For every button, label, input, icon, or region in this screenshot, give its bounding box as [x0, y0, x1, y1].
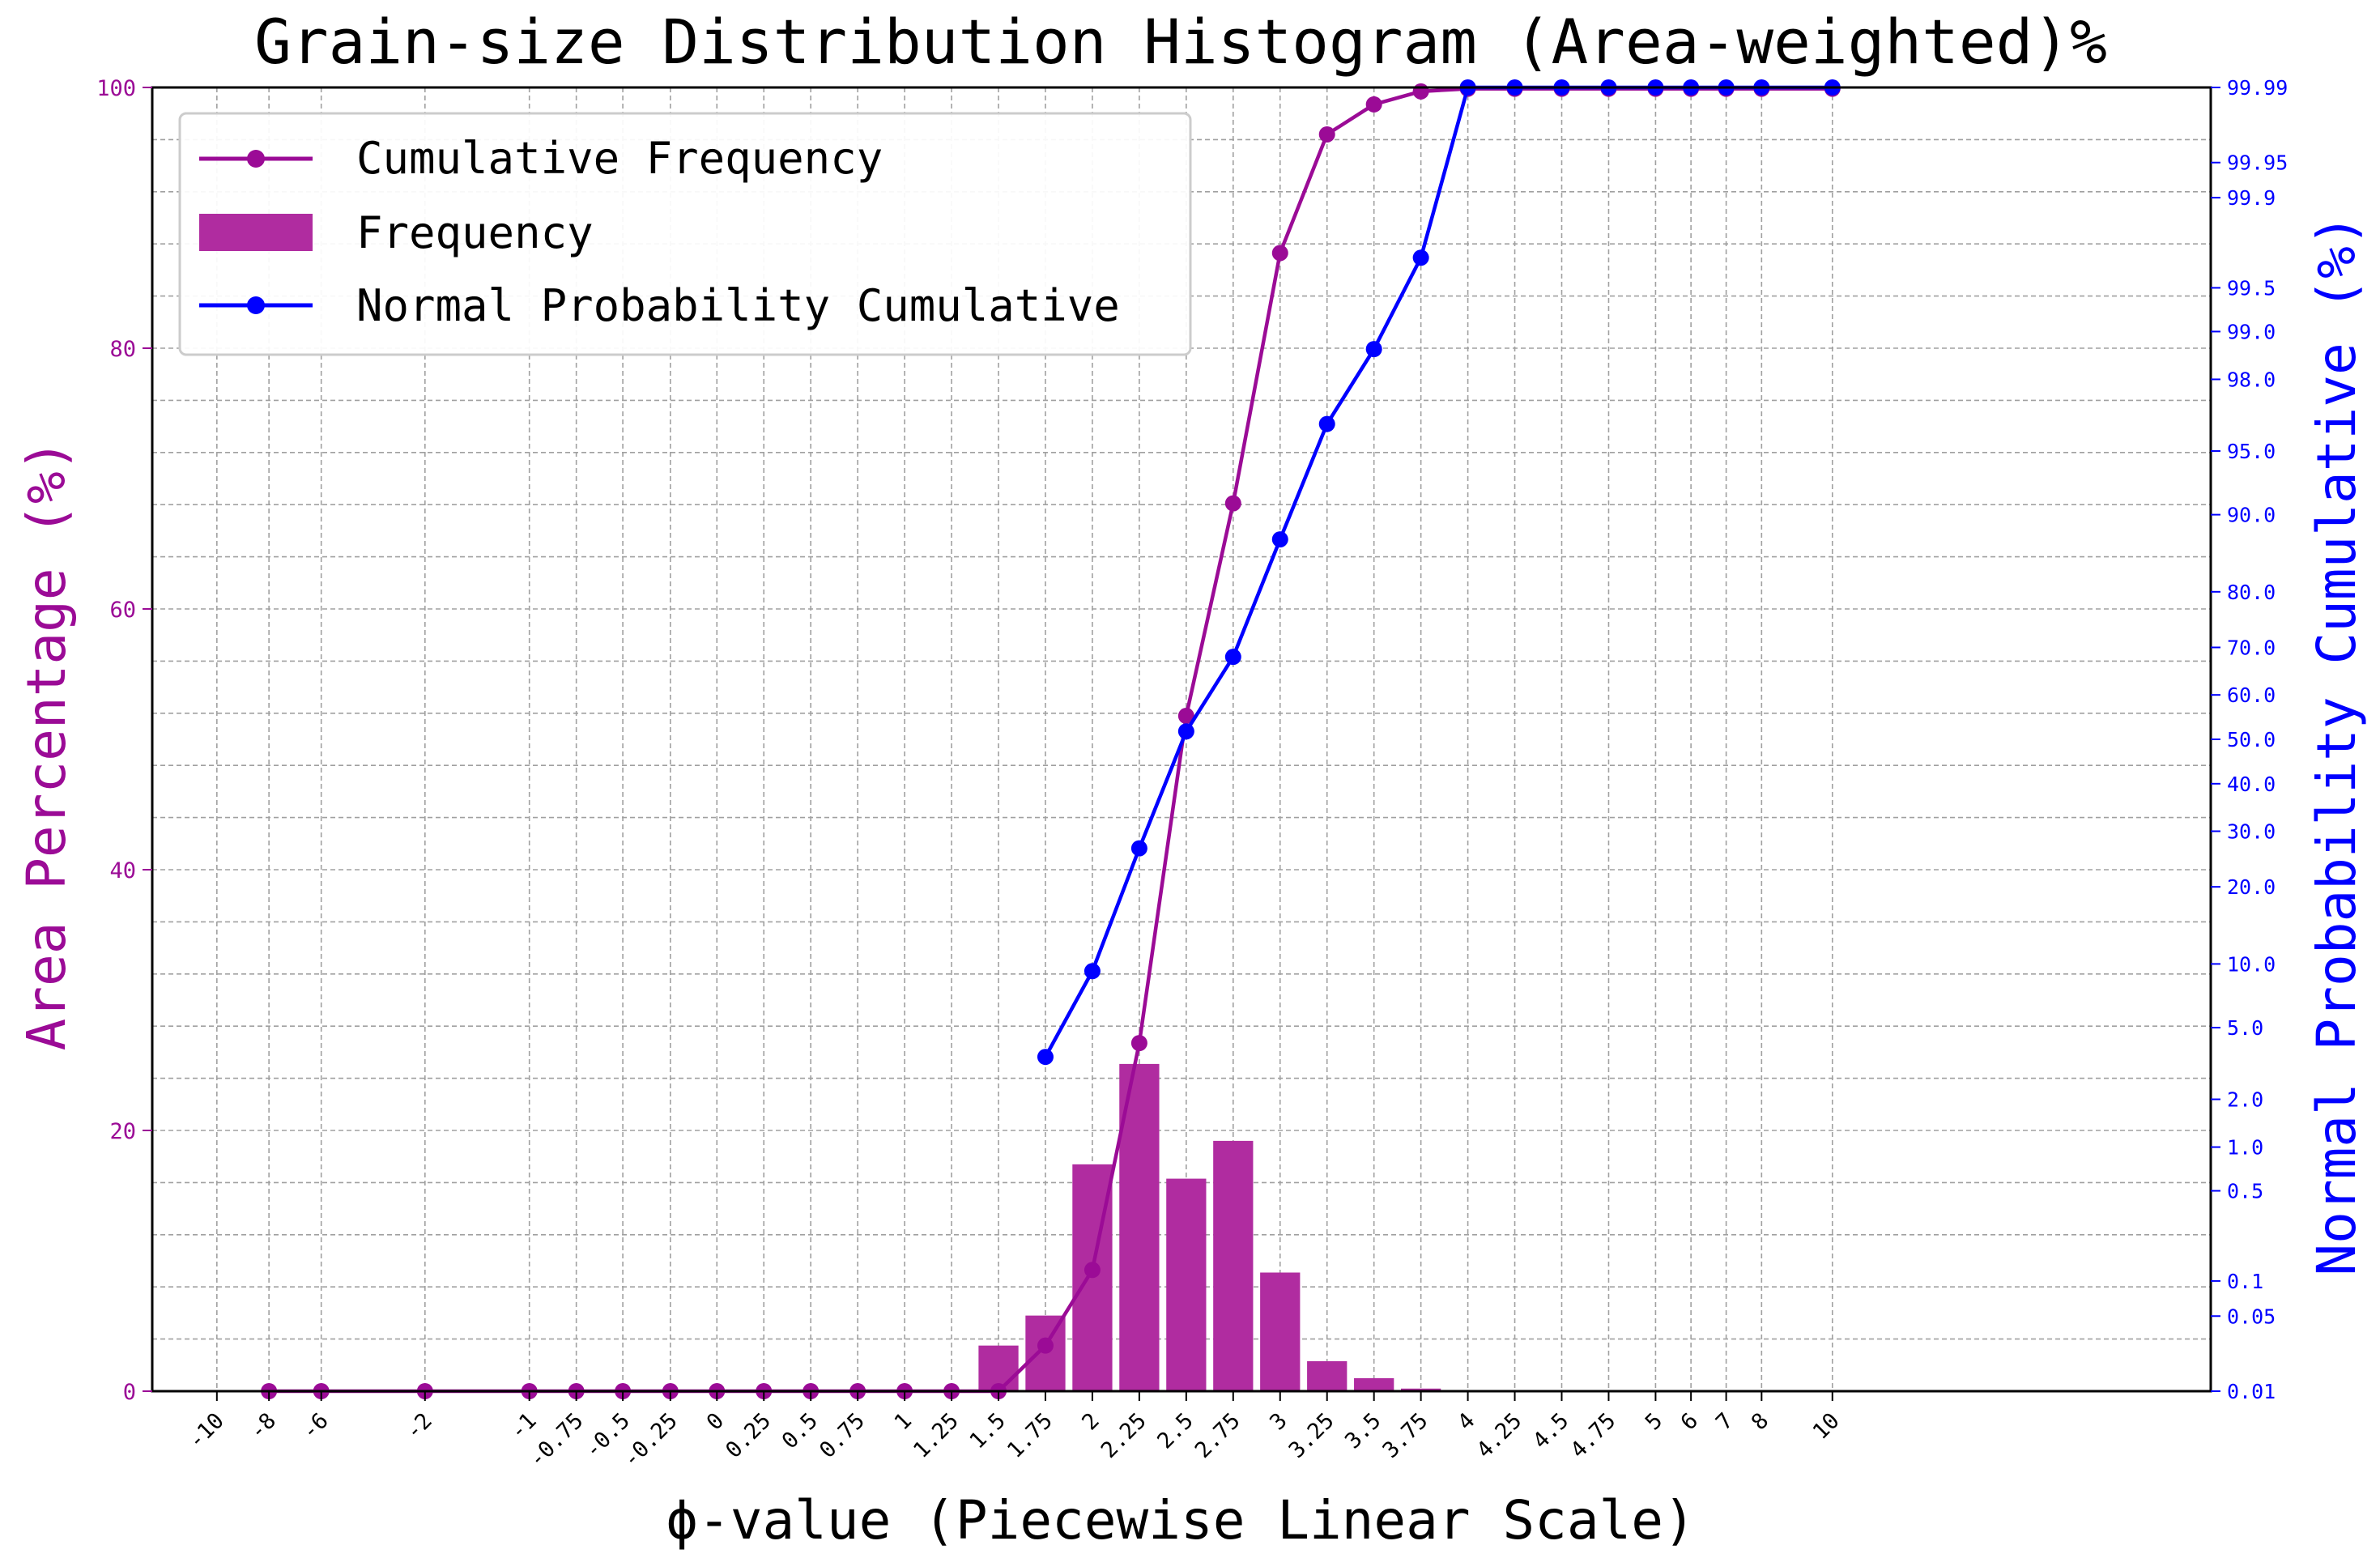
cumulative-frequency-point [1130, 1035, 1147, 1052]
x-tick-label: -0.75 [524, 1408, 588, 1472]
x-tick-label: -10 [183, 1408, 228, 1454]
cumulative-frequency-point [1271, 245, 1288, 262]
y-right-tick-label: 0.5 [2227, 1180, 2263, 1203]
y-axis-label-right: Normal Probability Cumulative (%) [2305, 214, 2368, 1275]
y-right-tick-label: 99.95 [2227, 151, 2288, 175]
x-tick-label: 0.25 [721, 1408, 776, 1463]
normal-probability-point [1130, 840, 1147, 857]
x-tick-label: 1.75 [1003, 1408, 1058, 1463]
legend-normal-marker [247, 296, 265, 314]
x-axis-label: ϕ-value (Piecewise Linear Scale) [666, 1489, 1696, 1552]
y-right-tick-label: 99.5 [2227, 276, 2276, 300]
y-left-tick-label: 100 [96, 76, 136, 101]
y-right-tick-label: 50.0 [2227, 728, 2276, 751]
y-right-tick-label: 10.0 [2227, 952, 2276, 976]
x-tick-label: 0 [702, 1408, 729, 1435]
y-right-tick-label: 90.0 [2227, 504, 2276, 527]
y-right-tick-label: 99.0 [2227, 320, 2276, 343]
y-right-tick-label: 99.99 [2227, 76, 2288, 100]
x-tick-label: -0.25 [618, 1408, 682, 1472]
y-left-tick-label: 80 [109, 337, 136, 362]
normal-probability-point [1224, 649, 1241, 666]
x-tick-label: -2 [401, 1408, 437, 1445]
y-right-tick-label: 0.05 [2227, 1305, 2276, 1328]
y-right-tick-label: 5.0 [2227, 1016, 2263, 1040]
normal-probability-point [1084, 963, 1101, 980]
frequency-bar [1354, 1377, 1394, 1391]
y-right-tick-label: 0.1 [2227, 1270, 2263, 1293]
x-tick-label: 10 [1808, 1408, 1845, 1445]
x-tick-label: -6 [297, 1408, 334, 1445]
x-tick-label: 6 [1676, 1408, 1703, 1435]
cumulative-frequency-point [1037, 1337, 1054, 1354]
legend-frequency-swatch [199, 214, 313, 251]
normal-probability-point [1365, 341, 1382, 358]
x-tick-label: 3.25 [1284, 1408, 1339, 1463]
frequency-bar [1166, 1178, 1207, 1391]
x-tick-label: -1 [505, 1408, 542, 1445]
y-right-tick-label: 40.0 [2227, 773, 2276, 796]
y-axis-label-left: Area Percentage (%) [15, 440, 78, 1051]
normal-probability-point [1318, 415, 1335, 432]
y-right-tick-label: 2.0 [2227, 1088, 2263, 1112]
frequency-bar [1307, 1360, 1348, 1391]
frequency-bar [1119, 1063, 1160, 1391]
cumulative-frequency-point [1318, 126, 1335, 143]
x-tick-label: 4.75 [1566, 1408, 1621, 1463]
cumulative-frequency-point [1084, 1262, 1101, 1279]
legend-frequency-label: Frequency [356, 207, 594, 258]
x-tick-label: 8 [1747, 1408, 1773, 1435]
y-right-tick-label: 98.0 [2227, 368, 2276, 391]
x-tick-label: 7 [1711, 1408, 1738, 1435]
y-right-tick-label: 20.0 [2227, 875, 2276, 899]
cumulative-frequency-point [1365, 96, 1382, 113]
frequency-bar [1401, 1388, 1441, 1391]
legend-cumulative-label: Cumulative Frequency [356, 133, 883, 184]
y-right-tick-label: 70.0 [2227, 636, 2276, 659]
x-tick-label: 4.25 [1472, 1408, 1527, 1463]
normal-probability-point [1037, 1049, 1054, 1066]
frequency-bar [1213, 1140, 1254, 1391]
frequency-bar [1260, 1272, 1301, 1391]
legend-cumulative-marker [247, 150, 265, 168]
normal-probability-point [1412, 249, 1429, 266]
y-right-tick-label: 1.0 [2227, 1136, 2263, 1160]
x-tick-label: 3.75 [1378, 1408, 1433, 1463]
legend: Cumulative Frequency Frequency Normal Pr… [178, 112, 1192, 356]
cumulative-frequency-point [1177, 708, 1194, 725]
normal-probability-point [1177, 723, 1194, 740]
legend-box [178, 112, 1192, 356]
cumulative-frequency-point [1224, 495, 1241, 512]
cumulative-frequency-point [1412, 83, 1429, 100]
x-tick-label: -8 [245, 1408, 281, 1445]
chart-title: Grain-size Distribution Histogram (Area-… [254, 6, 2107, 78]
y-left-tick-label: 60 [109, 598, 136, 623]
y-right-tick-label: 0.01 [2227, 1380, 2276, 1403]
x-tick-label: 2.25 [1096, 1408, 1152, 1463]
y-right-tick-label: 30.0 [2227, 820, 2276, 844]
y-left-tick-label: 40 [109, 858, 136, 883]
x-tick-label: 0.75 [815, 1408, 870, 1463]
x-tick-label: 3 [1265, 1408, 1292, 1435]
x-tick-label: 1 [890, 1408, 917, 1435]
y-right-tick-label: 99.9 [2227, 186, 2276, 210]
y-right-tick-label: 95.0 [2227, 440, 2276, 463]
legend-normal-label: Normal Probability Cumulative [356, 280, 1120, 331]
x-tick-label: 2.75 [1190, 1408, 1245, 1463]
x-tick-label: 5 [1641, 1408, 1667, 1435]
x-tick-label: 2 [1077, 1408, 1104, 1435]
x-tick-label: 4 [1453, 1408, 1480, 1435]
y-right-tick-label: 80.0 [2227, 581, 2276, 604]
y-left-tick-label: 20 [109, 1119, 136, 1144]
y-left-tick-label: 0 [123, 1380, 136, 1405]
x-tick-label: 1.25 [909, 1408, 964, 1463]
normal-probability-point [1271, 531, 1288, 548]
y-right-tick-label: 60.0 [2227, 683, 2276, 707]
